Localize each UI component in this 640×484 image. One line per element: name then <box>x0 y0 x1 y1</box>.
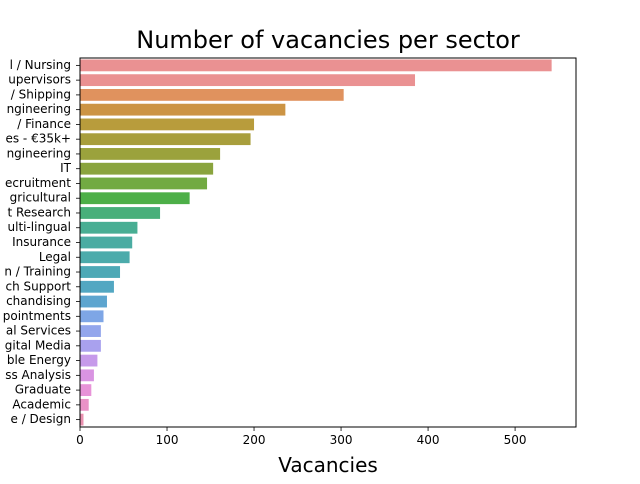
bar <box>80 221 138 234</box>
bar <box>80 74 416 87</box>
x-ticks: 0 100 200 300 400 500 <box>76 427 527 447</box>
y-tick-label: t Research <box>7 205 71 219</box>
y-tick-label: ecruitment <box>5 176 71 190</box>
bar <box>80 177 208 190</box>
y-tick-label: / Shipping <box>11 87 71 101</box>
bar <box>80 354 98 367</box>
x-axis-label: Vacancies <box>278 453 378 477</box>
y-tick-label: Graduate <box>15 383 71 397</box>
bar <box>80 280 114 293</box>
x-tick-label: 400 <box>417 433 440 447</box>
y-tick-label: ble Energy <box>7 353 71 367</box>
y-tick-label: chandising <box>6 294 71 308</box>
y-tick-label: ulti-lingual <box>8 220 72 234</box>
y-tick-label: n / Training <box>4 265 71 279</box>
y-tick-label: Insurance <box>12 235 71 249</box>
y-tick-label: ch Support <box>6 279 72 293</box>
y-tick-label: al Services <box>6 324 71 338</box>
y-tick-label: gricultural <box>10 191 71 205</box>
y-tick-label: upervisors <box>8 73 71 87</box>
y-tick-label: / Finance <box>17 117 71 131</box>
x-tick-label: 300 <box>330 433 353 447</box>
x-tick-label: 100 <box>156 433 179 447</box>
bar <box>80 369 94 382</box>
bar <box>80 266 121 278</box>
bar <box>80 398 89 411</box>
x-tick-label: 500 <box>504 433 527 447</box>
bar <box>80 339 101 352</box>
y-tick-label: gital Media <box>5 338 71 352</box>
bar <box>80 148 221 160</box>
y-tick-label: ngineering <box>7 102 71 116</box>
bars-group <box>80 59 552 426</box>
bar <box>80 207 161 219</box>
y-tick-label: ss Analysis <box>5 368 71 382</box>
bar <box>80 162 214 175</box>
plot-frame <box>79 57 577 428</box>
x-tick-label: 200 <box>243 433 266 447</box>
x-tick-label: 0 <box>76 433 84 447</box>
y-tick-label: Legal <box>39 250 71 264</box>
bar <box>80 236 133 249</box>
y-tick-label: Academic <box>12 397 71 411</box>
bar <box>80 384 92 397</box>
bar <box>80 310 104 323</box>
bar <box>80 325 101 337</box>
chart-title: Number of vacancies per sector <box>136 26 520 54</box>
y-tick-label: l / Nursing <box>10 58 71 72</box>
bar <box>80 118 255 131</box>
bar <box>80 88 344 101</box>
bar <box>80 295 107 308</box>
y-tick-label: e / Design <box>11 412 72 426</box>
y-tick-label: ngineering <box>7 146 71 160</box>
bar <box>80 192 190 205</box>
bar <box>80 133 251 146</box>
bar <box>80 59 552 72</box>
bar <box>80 413 84 426</box>
bar <box>80 251 130 264</box>
bar <box>80 103 286 116</box>
y-tick-label: es - €35k+ <box>5 132 71 146</box>
y-tick-label: pointments <box>3 309 71 323</box>
y-tick-label: IT <box>60 161 72 175</box>
